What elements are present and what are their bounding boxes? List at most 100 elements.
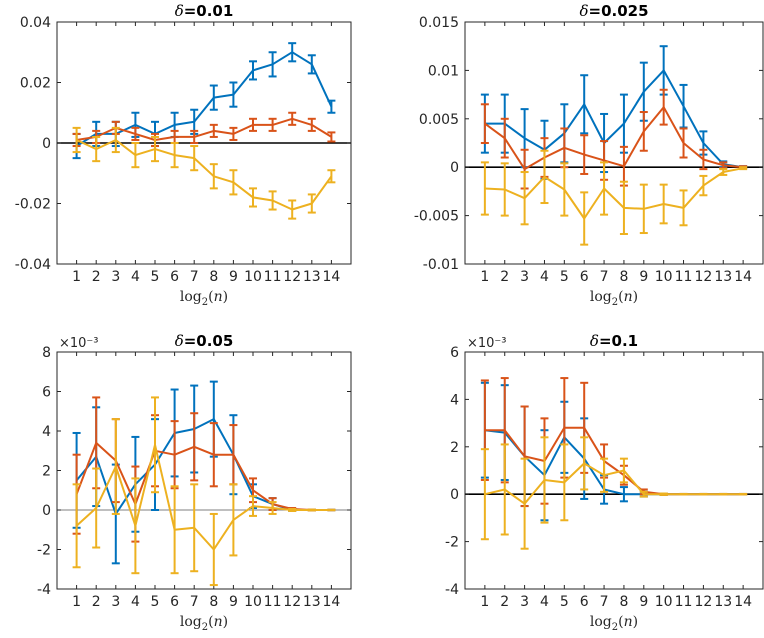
y-tick-label: -0.02 [15,197,51,213]
x-tick-label: 14 [734,594,752,610]
chart-title: δ=0.1 [590,332,638,350]
x-tick-label: 12 [283,594,301,610]
x-tick-label: 9 [229,269,238,285]
x-tick-label: 6 [580,269,589,285]
x-tick-label: 5 [560,269,569,285]
y-tick-label: -0.04 [15,257,51,273]
axis-multiplier: ×10⁻³ [467,336,507,351]
x-tick-label: 7 [600,594,609,610]
y-tick-label: 0 [450,160,459,176]
x-tick-label: 2 [500,269,509,285]
x-tick-label: 8 [619,594,628,610]
x-tick-label: 12 [694,594,712,610]
x-tick-label: 10 [655,269,673,285]
x-axis-label: log2(n) [590,614,638,633]
series-3 [480,149,748,246]
x-tick-label: 7 [190,269,199,285]
x-tick-label: 13 [714,594,732,610]
y-tick-label: 6 [42,385,51,401]
x-axis-label: log2(n) [180,289,228,308]
series-line [76,51,333,147]
y-tick-label: -0.005 [414,209,459,225]
x-tick-label: 7 [600,269,609,285]
y-tick-label: 2 [450,440,459,456]
x-tick-label: 12 [283,269,301,285]
y-tick-label: 2 [42,464,51,480]
y-tick-label: 0.02 [20,76,51,92]
y-tick-label: 4 [450,392,459,408]
series-line [484,106,744,171]
x-tick-label: 6 [170,269,179,285]
axes-box [464,351,764,590]
series-line [484,69,744,169]
x-tick-label: 9 [639,594,648,610]
y-tick-label: -4 [37,582,51,598]
x-tick-label: 2 [500,594,509,610]
chart-title: δ=0.05 [175,332,234,350]
x-tick-label: 11 [264,269,282,285]
series-3 [480,436,748,550]
x-tick-label: 3 [111,594,120,610]
x-tick-label: 5 [151,269,160,285]
x-axis-label: log2(n) [590,289,638,308]
y-tick-label: 0.01 [428,63,459,79]
x-tick-label: 3 [520,269,529,285]
x-tick-label: 6 [580,594,589,610]
series-line [76,117,332,141]
y-tick-label: 0 [450,487,459,503]
chart-title: δ=0.01 [175,2,234,20]
x-tick-label: 6 [170,594,179,610]
x-tick-label: 8 [209,594,218,610]
x-tick-label: 14 [734,269,752,285]
y-tick-label: 0.04 [20,15,51,31]
x-tick-label: 1 [72,269,81,285]
x-tick-label: 9 [639,269,648,285]
x-tick-label: 5 [151,594,160,610]
x-tick-label: 4 [131,269,140,285]
y-tick-label: -2 [37,543,51,559]
y-tick-label: 0 [42,503,51,519]
x-tick-label: 12 [694,269,712,285]
y-tick-label: 0 [42,136,51,152]
x-tick-label: 11 [264,594,282,610]
x-tick-label: 2 [92,269,101,285]
y-tick-label: 0.005 [419,112,459,128]
x-tick-label: 5 [560,594,569,610]
chart-title: δ=0.025 [579,2,648,20]
x-tick-label: 1 [480,594,489,610]
x-tick-label: 3 [520,594,529,610]
x-axis-label: log2(n) [180,614,228,633]
y-tick-label: 4 [42,424,51,440]
x-tick-label: 3 [111,269,120,285]
x-tick-label: 11 [675,594,693,610]
series-line [75,443,332,551]
y-tick-label: 8 [42,345,51,361]
axis-multiplier: ×10⁻³ [59,336,99,351]
series-3 [72,126,336,220]
x-tick-label: 14 [322,269,340,285]
x-tick-label: 8 [619,269,628,285]
series-3 [72,396,336,587]
y-tick-label: -2 [445,535,459,551]
x-tick-label: 11 [675,269,693,285]
y-tick-label: 6 [450,345,459,361]
x-tick-label: 10 [244,269,262,285]
y-tick-label: 0.015 [419,15,459,31]
x-tick-label: 4 [540,594,549,610]
x-tick-label: 10 [655,594,673,610]
x-tick-label: 14 [322,594,340,610]
x-tick-label: 2 [92,594,101,610]
axes-box [56,351,352,590]
x-tick-label: 4 [131,594,140,610]
x-tick-label: 1 [72,594,81,610]
series-line [484,167,744,220]
x-tick-label: 7 [190,594,199,610]
x-tick-label: 13 [303,594,321,610]
series-line [76,139,333,211]
x-tick-label: 9 [229,594,238,610]
